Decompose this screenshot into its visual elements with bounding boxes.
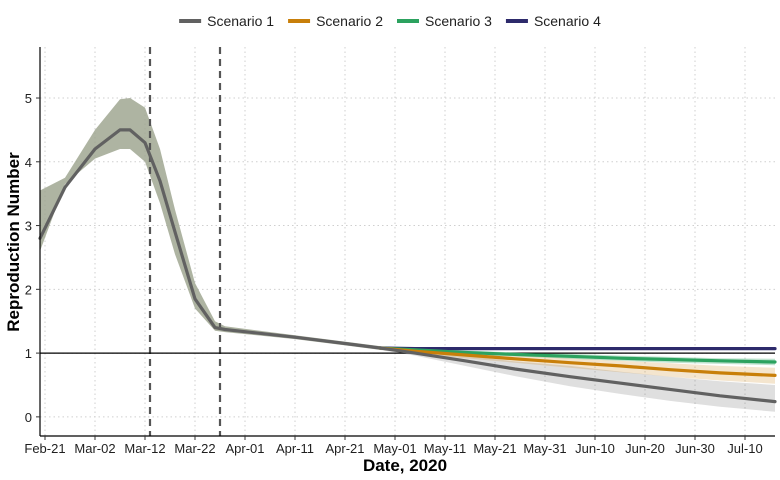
ribbon-early-period (40, 98, 380, 350)
x-tick-label-mar-02: Mar-02 (74, 441, 115, 456)
x-tick-label-may-31: May-31 (523, 441, 566, 456)
legend-item-scenario-1: Scenario 1 (179, 13, 274, 29)
x-tick-label-jun-20: Jun-20 (625, 441, 665, 456)
x-tick-label-may-01: May-01 (373, 441, 416, 456)
y-tick-label-1: 1 (25, 346, 32, 361)
series-lines (38, 128, 777, 404)
x-axis-title: Date, 2020 (363, 456, 447, 475)
x-tick-label-jun-30: Jun-30 (675, 441, 715, 456)
y-tick-label-4: 4 (25, 155, 32, 170)
x-tick-label-may-11: May-11 (424, 441, 466, 456)
x-tick-label-may-21: May-21 (473, 441, 516, 456)
x-tick-label-apr-01: Apr-01 (225, 441, 264, 456)
legend-label-scenario-2: Scenario 2 (316, 13, 383, 29)
x-tick-label-mar-12: Mar-12 (124, 441, 165, 456)
x-tick-label-mar-22: Mar-22 (174, 441, 215, 456)
axes (36, 47, 775, 440)
line-scenario-2 (378, 346, 777, 377)
legend-item-scenario-2: Scenario 2 (288, 13, 383, 29)
y-tick-label-2: 2 (25, 282, 32, 297)
line-scenario-1 (378, 346, 777, 404)
tick-labels: 0 1 2 3 4 5 Feb-21 Mar-02 Mar-12 Mar-22 Apr-01 Apr-… (24, 91, 762, 456)
y-tick-label-5: 5 (25, 91, 32, 106)
x-tick-label-jul-10: Jul-10 (727, 441, 762, 456)
x-tick-label-apr-21: Apr-21 (325, 441, 364, 456)
event-markers (148, 47, 222, 436)
line-early-period (38, 128, 382, 350)
x-tick-label-jun-10: Jun-10 (575, 441, 615, 456)
line-scenario-3 (378, 346, 777, 364)
line-scenario-4 (378, 346, 777, 351)
x-tick-label-feb-21: Feb-21 (24, 441, 65, 456)
x-tick-label-apr-11: Apr-11 (276, 441, 314, 456)
y-tick-label-3: 3 (25, 219, 32, 234)
y-axis-title: Reproduction Number (4, 152, 23, 332)
legend: Scenario 1 Scenario 2 Scenario 3 Scenario 4 (179, 13, 601, 29)
legend-item-scenario-3: Scenario 3 (397, 13, 492, 29)
legend-label-scenario-3: Scenario 3 (425, 13, 492, 29)
legend-label-scenario-4: Scenario 4 (534, 13, 601, 29)
legend-item-scenario-4: Scenario 4 (505, 13, 601, 29)
legend-label-scenario-1: Scenario 1 (207, 13, 274, 29)
y-tick-label-0: 0 (25, 410, 32, 425)
